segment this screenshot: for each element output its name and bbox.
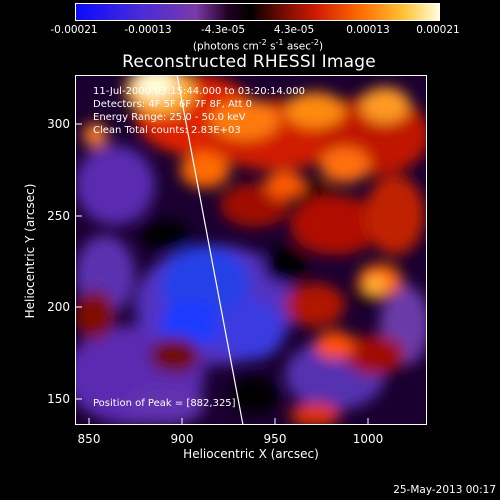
colorbar-units: (photons cm-2 s-1 asec-2)	[192, 38, 324, 53]
time-range-annotation: 11-Jul-2000 03:15:44.000 to 03:20:14.000	[93, 86, 305, 97]
energy-range-annotation: Energy Range: 25.0 - 50.0 keV	[93, 112, 246, 123]
detectors-annotation: Detectors: 4F 5F 6F 7F 8F, Att 0	[93, 99, 253, 110]
colorbar	[75, 3, 440, 21]
x-tick-label: 900	[170, 432, 194, 446]
colorbar-gradient	[76, 4, 439, 20]
colorbar-tick-label: -0.00021	[50, 24, 98, 36]
y-tick-label: 150	[47, 392, 70, 406]
colorbar-tick-label: -4.3e-05	[200, 24, 246, 36]
y-tick-label: 300	[47, 117, 70, 131]
x-tick-label: 950	[263, 432, 287, 446]
y-tick-label: 250	[47, 209, 70, 223]
limb-line	[176, 75, 244, 425]
image-title: Reconstructed RHESSI Image	[122, 52, 376, 72]
clean-counts-annotation: Clean Total counts: 2.83E+03	[93, 125, 241, 136]
y-tick-label: 200	[47, 300, 70, 314]
x-tick-label: 1000	[352, 432, 384, 446]
colorbar-tick-label: 4.3e-05	[273, 24, 315, 36]
x-tick-label: 850	[77, 432, 101, 446]
x-axis-label: Heliocentric X (arcsec)	[183, 447, 319, 461]
colorbar-tick-label: -0.00013	[124, 24, 172, 36]
rhessi-image	[75, 75, 427, 425]
date-stamp: 25-May-2013 00:17	[393, 484, 496, 496]
colorbar-tick-label: 0.00013	[346, 24, 390, 36]
colorbar-tick-label: 0.00021	[416, 24, 460, 36]
peak-position-annotation: Position of Peak = [882,325]	[93, 398, 236, 409]
y-axis-label: Heliocentric Y (arcsec)	[23, 183, 37, 319]
